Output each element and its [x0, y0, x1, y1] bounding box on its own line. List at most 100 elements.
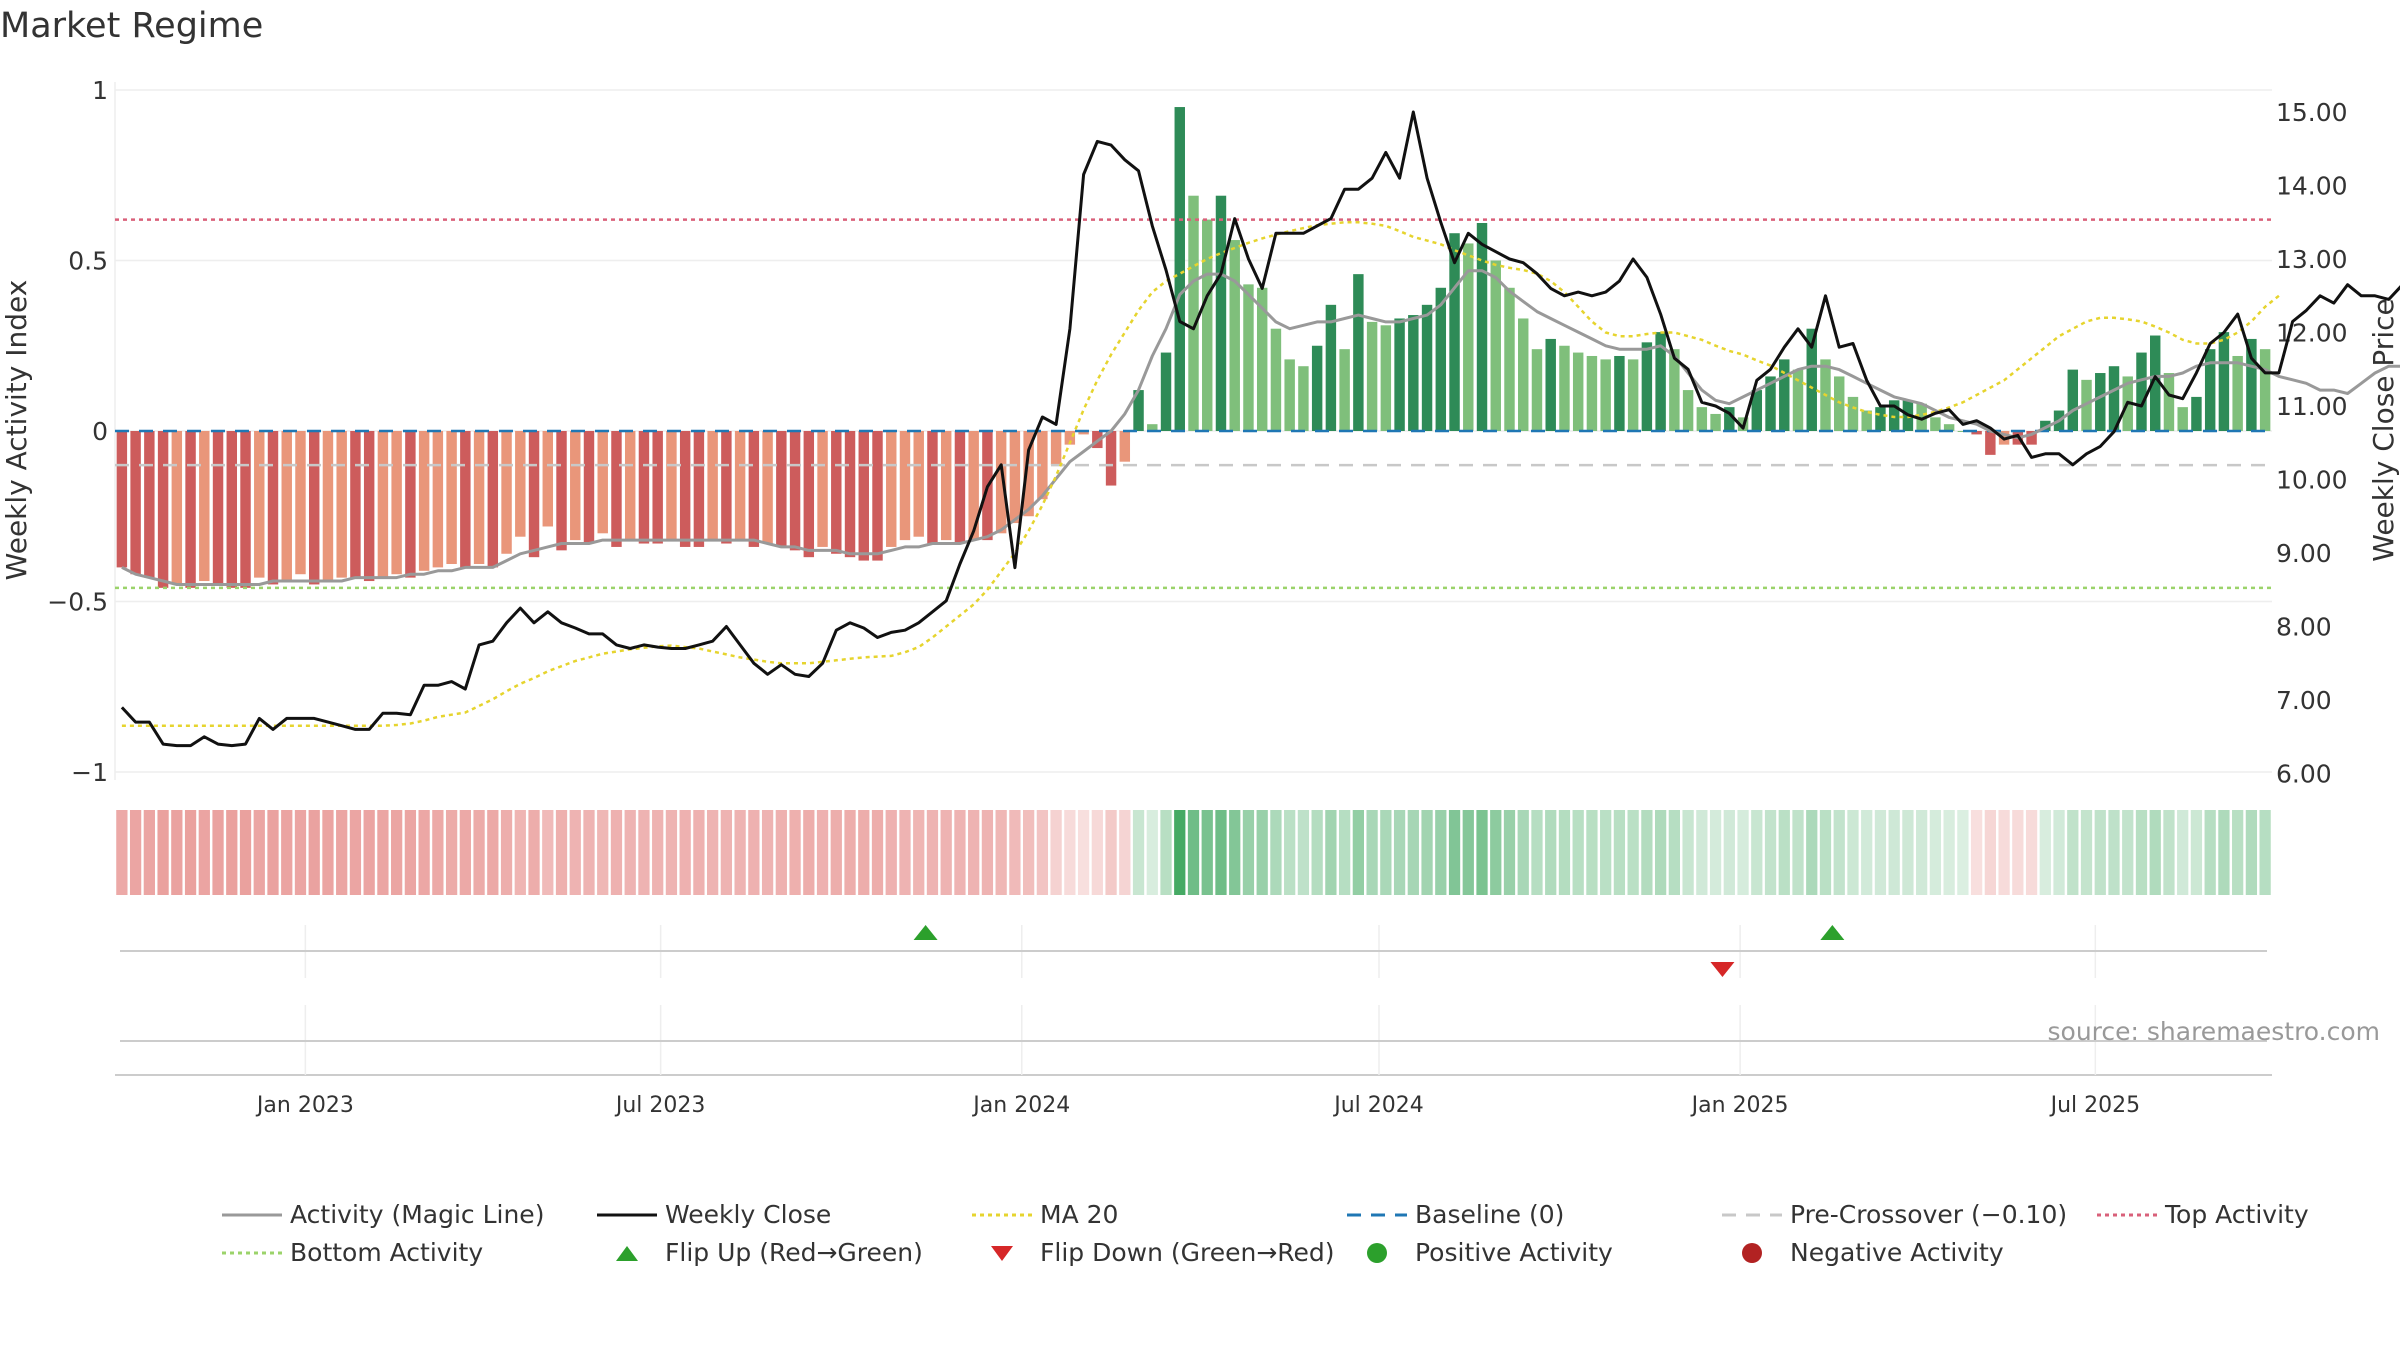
- regime-strip-cell: [1709, 810, 1722, 895]
- activity-bar: [2067, 369, 2079, 431]
- activity-bar: [1861, 410, 1872, 431]
- regime-strip-cell: [1256, 810, 1268, 895]
- activity-bar: [1518, 318, 1529, 431]
- regime-strip-cell: [2149, 810, 2161, 895]
- regime-strip-cell: [1352, 810, 1364, 895]
- activity-bar: [1572, 352, 1584, 431]
- regime-strip-cell: [1215, 810, 1227, 895]
- regime-strip-cell: [2204, 810, 2216, 895]
- regime-strip-cell: [377, 810, 389, 895]
- activity-bar: [1765, 376, 1776, 431]
- activity-bar: [418, 431, 430, 571]
- regime-strip-cell: [569, 810, 581, 895]
- regime-strip-cell: [1558, 810, 1571, 895]
- regime-strip-cell: [926, 810, 939, 895]
- activity-bar: [1270, 328, 1282, 431]
- regime-strip-cell: [2218, 810, 2230, 895]
- legend-symbol: [616, 1245, 638, 1261]
- legend-marker: [1367, 1242, 1387, 1263]
- activity-bar: [927, 431, 938, 544]
- activity-bar: [1147, 424, 1158, 431]
- activity-bar: [1023, 431, 1034, 517]
- regime-strip-cell: [624, 810, 636, 895]
- legend-symbol: [1742, 1242, 1762, 1263]
- regime-strip-cell: [665, 810, 678, 895]
- activity-bar: [776, 431, 787, 547]
- regime-strip-cell: [761, 810, 774, 895]
- regime-strip-cell: [1064, 810, 1076, 895]
- legend-item: Top Activity: [2095, 1200, 2309, 1229]
- activity-bar: [1284, 359, 1295, 431]
- activity-bar: [528, 431, 540, 558]
- regime-strip-cell: [803, 810, 815, 895]
- activity-bar: [2163, 373, 2175, 431]
- regime-strip-cell: [830, 810, 842, 895]
- activity-bar: [1710, 413, 1721, 431]
- regime-strip-cell: [1105, 810, 1117, 895]
- regime-strip-cell: [981, 810, 994, 895]
- legend-item: Bottom Activity: [220, 1238, 483, 1267]
- regime-strip-cell: [129, 810, 142, 895]
- regime-strip-cell: [995, 810, 1007, 895]
- activity-bar: [254, 431, 265, 578]
- regime-strip-cell: [1888, 810, 1900, 895]
- activity-bar: [1669, 349, 1680, 431]
- activity-bar: [2081, 379, 2092, 431]
- regime-strip-cell: [1902, 810, 1914, 895]
- regime-strip-cell: [555, 810, 568, 895]
- activity-bar: [295, 431, 306, 575]
- activity-bar: [1490, 260, 1501, 431]
- activity-bar: [212, 431, 224, 585]
- activity-bar: [1064, 431, 1076, 445]
- regime-strip-cell: [1462, 810, 1474, 895]
- x-tick-label: Jan 2024: [971, 1093, 1070, 1118]
- activity-bar: [1682, 390, 1694, 431]
- activity-bar: [199, 431, 210, 582]
- regime-strip-cell: [1091, 810, 1103, 895]
- regime-strip-cell: [652, 810, 664, 895]
- legend-item: Flip Down (Green→Red): [970, 1238, 1335, 1267]
- activity-bar: [1256, 287, 1268, 431]
- regime-strip-cell: [1490, 810, 1502, 895]
- regime-strip-cell: [1668, 810, 1680, 895]
- activity-bar: [583, 431, 595, 544]
- activity-bar: [995, 431, 1007, 534]
- activity-bar: [1119, 431, 1131, 462]
- regime-strip-cell: [638, 810, 650, 895]
- regime-strip-cell: [1284, 810, 1296, 895]
- regime-strip-cell: [1503, 810, 1516, 895]
- activity-bar: [1696, 407, 1708, 431]
- activity-bar: [1009, 431, 1021, 524]
- regime-strip-cell: [418, 810, 430, 895]
- flip-up-marker: [913, 925, 938, 940]
- regime-strip-cell: [1270, 810, 1282, 895]
- activity-bar: [322, 431, 334, 582]
- regime-strip-cell: [1970, 810, 1983, 895]
- activity-bar: [638, 431, 650, 544]
- regime-strip-cell: [1654, 810, 1667, 895]
- regime-strip-cell: [871, 810, 884, 895]
- x-tick-label: Jan 2025: [1690, 1093, 1789, 1118]
- regime-strip-cell: [1393, 810, 1406, 895]
- regime-strip-cell: [116, 810, 128, 895]
- activity-bar: [2204, 349, 2216, 431]
- activity-bar: [1380, 325, 1392, 431]
- activity-bar: [1037, 431, 1048, 500]
- legend-symbol: [1347, 1213, 1407, 1216]
- activity-bar: [1394, 318, 1405, 431]
- flip-up-marker: [1820, 925, 1845, 940]
- regime-strip-cell: [679, 810, 691, 895]
- activity-bar: [1930, 417, 1941, 431]
- legend-label: Baseline (0): [1415, 1200, 1565, 1229]
- regime-strip-cell: [1600, 810, 1612, 895]
- regime-strip-cell: [500, 810, 513, 895]
- regime-strip-cell: [1916, 810, 1928, 895]
- activity-bar: [721, 431, 732, 544]
- chart-svg: 10.50−0.5−115.0014.0013.0012.0011.0010.0…: [0, 76, 2400, 1118]
- regime-strip-cell: [954, 810, 966, 895]
- regime-strip-cell: [1325, 810, 1337, 895]
- activity-bar: [2149, 335, 2161, 431]
- regime-strip-cell: [858, 810, 870, 895]
- regime-strip-cell: [1586, 810, 1598, 895]
